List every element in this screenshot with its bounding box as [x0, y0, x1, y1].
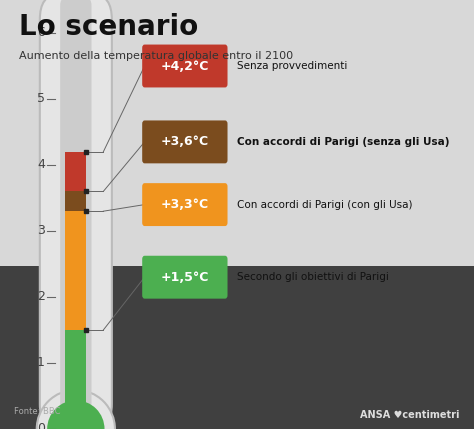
Text: +3,6°C: +3,6°C: [161, 136, 209, 148]
Text: +3,3°C: +3,3°C: [161, 198, 209, 211]
FancyBboxPatch shape: [60, 0, 91, 411]
Bar: [65, 211, 86, 330]
Text: ANSA ♥centimetri: ANSA ♥centimetri: [360, 411, 460, 420]
Text: 1: 1: [37, 356, 45, 369]
Text: Senza provvedimenti: Senza provvedimenti: [237, 61, 347, 71]
Text: +1,5°C: +1,5°C: [161, 271, 209, 284]
Text: 2: 2: [37, 290, 45, 303]
Ellipse shape: [37, 390, 115, 429]
Text: Con accordi di Parigi (con gli Usa): Con accordi di Parigi (con gli Usa): [237, 199, 412, 210]
Bar: [0, 266, 474, 429]
Bar: [65, 191, 86, 211]
Bar: [65, 330, 86, 407]
Text: 3: 3: [37, 224, 45, 238]
Text: Con accordi di Parigi (senza gli Usa): Con accordi di Parigi (senza gli Usa): [237, 137, 449, 147]
Text: 6: 6: [37, 27, 45, 39]
Text: +4,2°C: +4,2°C: [161, 60, 209, 73]
Text: Lo scenario: Lo scenario: [19, 13, 198, 41]
Text: 5: 5: [37, 93, 45, 106]
FancyBboxPatch shape: [142, 121, 228, 163]
Text: 0: 0: [37, 423, 45, 429]
Bar: [65, 12, 86, 152]
Text: Aumento della temperatura globale entro il 2100: Aumento della temperatura globale entro …: [19, 51, 293, 61]
Bar: [65, 152, 86, 191]
FancyBboxPatch shape: [142, 183, 228, 226]
FancyBboxPatch shape: [142, 256, 228, 299]
Ellipse shape: [47, 400, 105, 429]
FancyBboxPatch shape: [40, 0, 112, 429]
Text: Secondo gli obiettivi di Parigi: Secondo gli obiettivi di Parigi: [237, 272, 389, 282]
FancyBboxPatch shape: [142, 45, 228, 88]
Text: Fonte: BBC: Fonte: BBC: [14, 407, 61, 416]
Ellipse shape: [65, 9, 86, 30]
Text: 4: 4: [37, 158, 45, 172]
